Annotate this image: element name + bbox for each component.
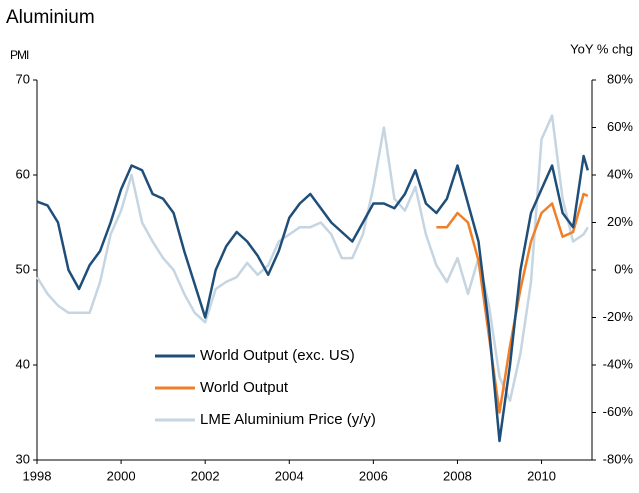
x-tick-label: 2002: [191, 468, 220, 483]
legend-label: LME Aluminium Price (y/y): [200, 411, 376, 428]
y2-tick-label: -80%: [603, 451, 634, 466]
x-tick-label: 1998: [23, 468, 52, 483]
y-tick-label: 30: [16, 451, 30, 466]
y-axis-label: PMI: [10, 48, 29, 62]
y-tick-label: 50: [16, 261, 30, 276]
y2-tick-label: 40%: [607, 166, 633, 181]
x-tick-label: 2000: [107, 468, 136, 483]
y-tick-label: 60: [16, 166, 30, 181]
y2-tick-label: -40%: [603, 356, 634, 371]
y-tick-label: 70: [16, 71, 30, 86]
y2-tick-label: 0%: [614, 261, 633, 276]
y2-tick-label: 80%: [607, 71, 633, 86]
x-tick-label: 2004: [275, 468, 304, 483]
legend-label: World Output: [200, 379, 289, 396]
x-tick-label: 2008: [443, 468, 472, 483]
chart-title: Aluminium: [6, 7, 95, 28]
x-tick-label: 2010: [527, 468, 556, 483]
series-line: [36, 154, 589, 443]
y2-tick-label: 60%: [607, 119, 633, 134]
y2-tick-label: 20%: [607, 214, 633, 229]
y-tick-label: 40: [16, 356, 30, 371]
x-tick-label: 2006: [359, 468, 388, 483]
y2-axis-label: YoY % chg: [570, 41, 633, 56]
series-line: [436, 192, 589, 414]
y2-tick-label: -20%: [603, 309, 634, 324]
series-line: [35, 114, 589, 402]
legend-label: World Output (exc. US): [200, 347, 355, 364]
y2-tick-label: -60%: [603, 404, 634, 419]
